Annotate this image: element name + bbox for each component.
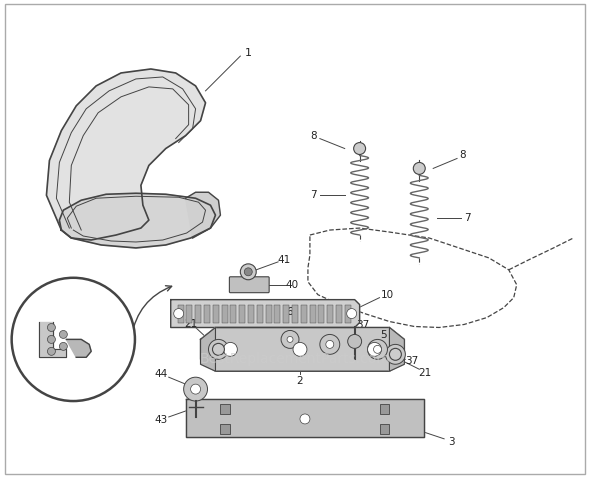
Text: 41: 41	[277, 255, 291, 265]
Circle shape	[353, 142, 366, 154]
Circle shape	[47, 336, 55, 343]
Bar	[266, 304, 271, 323]
Bar	[345, 304, 350, 323]
Text: 44: 44	[154, 369, 168, 379]
Circle shape	[287, 337, 293, 342]
Text: 8: 8	[310, 130, 317, 141]
Bar	[248, 304, 254, 323]
Circle shape	[385, 344, 405, 364]
Polygon shape	[171, 300, 360, 327]
Circle shape	[12, 278, 135, 401]
Text: 8: 8	[460, 151, 466, 161]
Circle shape	[183, 377, 208, 401]
Polygon shape	[40, 322, 66, 358]
Bar	[178, 304, 183, 323]
Circle shape	[60, 330, 67, 338]
Circle shape	[368, 339, 388, 359]
Text: 40: 40	[286, 280, 299, 290]
Circle shape	[368, 342, 382, 356]
Bar	[257, 304, 263, 323]
Bar	[319, 304, 324, 323]
Circle shape	[240, 264, 256, 280]
Bar	[292, 304, 298, 323]
Text: 7: 7	[310, 190, 317, 200]
Bar	[301, 304, 307, 323]
Bar	[221, 404, 230, 414]
Bar	[231, 304, 237, 323]
Polygon shape	[201, 327, 404, 371]
Circle shape	[173, 309, 183, 318]
Bar	[310, 304, 316, 323]
Bar	[186, 304, 192, 323]
Bar	[379, 424, 389, 434]
Text: 10: 10	[381, 290, 394, 300]
Text: BestReplacementParts.com: BestReplacementParts.com	[199, 352, 391, 366]
Circle shape	[348, 335, 362, 348]
Text: 37: 37	[405, 356, 418, 366]
Circle shape	[281, 330, 299, 348]
Bar	[204, 304, 210, 323]
Bar	[239, 304, 245, 323]
FancyBboxPatch shape	[230, 277, 269, 293]
Bar	[283, 304, 289, 323]
Circle shape	[215, 346, 222, 353]
Polygon shape	[186, 399, 424, 437]
Text: 5: 5	[380, 330, 387, 340]
Circle shape	[208, 339, 228, 359]
Circle shape	[320, 335, 340, 354]
Text: 7: 7	[464, 213, 470, 223]
Circle shape	[47, 324, 55, 331]
Text: 43: 43	[154, 415, 168, 425]
Bar	[222, 304, 228, 323]
Text: 3: 3	[448, 437, 454, 447]
Circle shape	[60, 342, 67, 350]
Circle shape	[191, 384, 201, 394]
Polygon shape	[60, 193, 215, 248]
Circle shape	[212, 343, 224, 355]
Circle shape	[300, 414, 310, 424]
Bar	[327, 304, 333, 323]
Circle shape	[326, 340, 334, 348]
Circle shape	[391, 350, 399, 358]
Polygon shape	[389, 327, 404, 371]
Text: 6: 6	[287, 306, 293, 316]
Circle shape	[244, 268, 253, 276]
Bar	[379, 404, 389, 414]
Polygon shape	[66, 339, 91, 358]
Circle shape	[293, 342, 307, 356]
Circle shape	[347, 309, 356, 318]
Circle shape	[389, 348, 401, 360]
Text: 1: 1	[245, 48, 252, 58]
Circle shape	[47, 348, 55, 355]
Bar	[213, 304, 219, 323]
Circle shape	[414, 163, 425, 174]
Polygon shape	[47, 69, 205, 240]
Circle shape	[373, 346, 382, 353]
Text: 21: 21	[184, 318, 197, 328]
Text: 37: 37	[356, 319, 369, 329]
Text: 2: 2	[297, 376, 303, 386]
Bar	[221, 424, 230, 434]
Polygon shape	[201, 327, 215, 371]
Bar	[274, 304, 280, 323]
Bar	[195, 304, 201, 323]
Polygon shape	[186, 192, 221, 238]
Text: 21: 21	[419, 368, 432, 378]
Circle shape	[224, 342, 237, 356]
Bar	[336, 304, 342, 323]
